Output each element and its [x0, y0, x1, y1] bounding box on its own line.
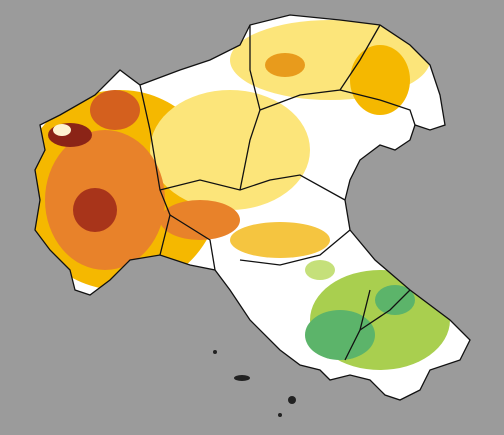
field-yellow — [230, 222, 330, 258]
island — [234, 375, 250, 381]
border — [239, 229, 351, 266]
field-orange — [160, 200, 240, 240]
field-green — [305, 310, 375, 360]
field-light — [150, 90, 310, 210]
field-orange — [265, 53, 305, 77]
island — [278, 413, 282, 417]
border — [339, 89, 416, 126]
outline — [34, 14, 471, 401]
border — [169, 214, 216, 271]
field-orange — [90, 90, 140, 130]
island — [288, 396, 296, 404]
island — [213, 350, 217, 354]
field-yellow — [350, 45, 410, 115]
border — [359, 289, 411, 331]
border — [159, 174, 346, 201]
field-white — [53, 124, 71, 136]
field-green — [305, 260, 335, 280]
islands — [213, 350, 296, 417]
borders — [34, 14, 471, 401]
anomaly-fields — [35, 20, 450, 370]
field-green — [375, 285, 415, 315]
field-red — [73, 188, 117, 232]
